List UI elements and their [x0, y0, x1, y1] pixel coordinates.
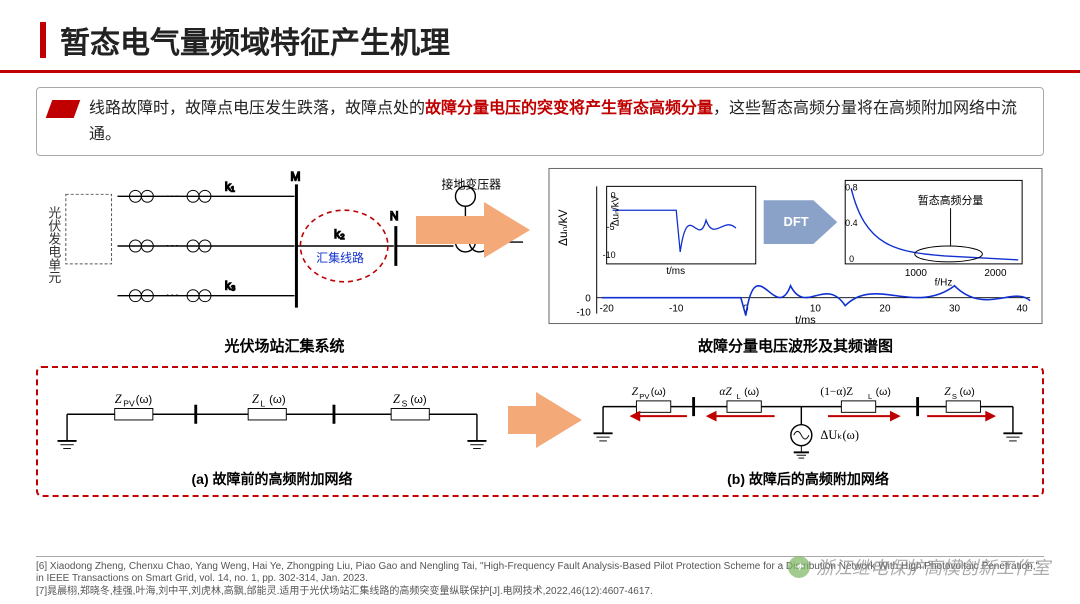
fig-right-caption: 故障分量电压波形及其频谱图	[547, 335, 1044, 356]
svg-text:-10: -10	[576, 308, 591, 319]
svg-text:0: 0	[849, 254, 854, 264]
network-right: ZPV(ω) αZL(ω) (1−α)ZL(ω) ZS(ω) ΔUₖ(ω)	[584, 376, 1032, 489]
desc-emph: 故障分量电压的突变将产生暂态高频分量	[425, 100, 713, 117]
svg-text:⋯: ⋯	[165, 187, 179, 203]
svg-text:0.8: 0.8	[845, 183, 857, 193]
svg-text:(ω): (ω)	[651, 387, 666, 398]
svg-text:Δuₙ/kV: Δuₙ/kV	[611, 195, 622, 226]
figure-right: Δuₙ/kV 0 -10 -20-100 10203040 t/ms 0-5-1…	[547, 166, 1044, 356]
svg-text:k₂: k₂	[334, 227, 345, 241]
pv-system-diagram: 光伏发电单元 k₁ k₃ M k₂ N	[36, 166, 533, 326]
svg-text:(ω): (ω)	[744, 387, 759, 398]
page-title: 暂态电气量频域特征产生机理	[60, 18, 450, 62]
svg-text:-20: -20	[599, 304, 614, 315]
svg-text:N: N	[390, 209, 399, 223]
fig-left-caption: 光伏场站汇集系统	[36, 335, 533, 356]
svg-text:S: S	[402, 399, 408, 409]
net-b-caption: (b) 故障后的高频附加网络	[584, 469, 1032, 489]
ref-7: [7]晁晨栩,郑晓冬,桂强,叶海,刘中平,刘虎林,高飘,邰能灵.适用于光伏场站汇…	[36, 586, 1044, 599]
svg-text:2000: 2000	[984, 268, 1007, 279]
svg-text:30: 30	[949, 304, 961, 315]
networks-arrow	[510, 376, 570, 489]
svg-text:k₁: k₁	[225, 180, 235, 194]
svg-text:1000: 1000	[905, 268, 928, 279]
svg-text:L: L	[737, 392, 741, 401]
arrow-head-1	[484, 202, 530, 258]
title-bar: 暂态电气量频域特征产生机理	[0, 0, 1080, 73]
svg-text:S: S	[952, 392, 957, 401]
svg-text:L: L	[261, 399, 266, 409]
inset2-xlabel: f/Hz	[935, 278, 953, 289]
figures-row: 光伏发电单元 k₁ k₃ M k₂ N	[0, 166, 1080, 356]
svg-text:(ω): (ω)	[269, 394, 286, 406]
svg-text:20: 20	[879, 304, 891, 315]
svg-text:⋯: ⋯	[165, 237, 179, 253]
watermark-text: 浙江继电保护高模创新工作室	[816, 554, 1050, 580]
desc-pre: 线路故障时，故障点电压发生跌落，故障点处的	[89, 100, 425, 117]
svg-text:0: 0	[585, 294, 591, 305]
networks-panel: ZPV(ω) ZL(ω) ZS(ω) (a) 故障前的高频附加网络 ZPV(ω)…	[36, 366, 1044, 497]
x-label: t/ms	[795, 315, 816, 326]
svg-text:Z: Z	[393, 392, 400, 406]
hf-note: 暂态高频分量	[918, 193, 984, 207]
svg-text:Z: Z	[632, 386, 639, 398]
highlight-label: 汇集线路	[316, 251, 364, 265]
svg-text:Z: Z	[115, 392, 122, 406]
svg-text:-10: -10	[669, 304, 684, 315]
net-b-diagram: ZPV(ω) αZL(ω) (1−α)ZL(ω) ZS(ω) ΔUₖ(ω)	[584, 376, 1032, 462]
svg-text:PV: PV	[639, 392, 650, 401]
svg-text:k₃: k₃	[225, 279, 236, 293]
network-left: ZPV(ω) ZL(ω) ZS(ω) (a) 故障前的高频附加网络	[48, 376, 496, 489]
svg-text:L: L	[868, 392, 872, 401]
svg-text:(ω): (ω)	[876, 387, 891, 398]
svg-text:Z: Z	[252, 392, 259, 406]
svg-text:(ω): (ω)	[410, 394, 427, 406]
wechat-icon: ✦	[788, 556, 810, 578]
svg-text:t/ms: t/ms	[666, 266, 685, 277]
svg-text:(ω): (ω)	[960, 387, 975, 398]
svg-text:10: 10	[810, 304, 822, 315]
svg-text:0.4: 0.4	[845, 218, 857, 228]
arrow-stem-1	[416, 216, 486, 244]
watermark: ✦ 浙江继电保护高模创新工作室	[788, 554, 1050, 580]
svg-text:Z: Z	[944, 386, 951, 398]
fault-source-label: ΔUₖ(ω)	[820, 428, 859, 442]
figure-left: 光伏发电单元 k₁ k₃ M k₂ N	[36, 166, 533, 356]
waveform-spectrum: Δuₙ/kV 0 -10 -20-100 10203040 t/ms 0-5-1…	[547, 166, 1044, 326]
right-label: 接地变压器	[442, 178, 502, 192]
description-box: 线路故障时，故障点电压发生跌落，故障点处的故障分量电压的突变将产生暂态高频分量，…	[36, 87, 1044, 156]
net-a-caption: (a) 故障前的高频附加网络	[48, 469, 496, 489]
desc-marker	[46, 100, 81, 118]
dft-label: DFT	[784, 214, 809, 229]
svg-text:(ω): (ω)	[136, 394, 153, 406]
title-accent	[40, 22, 46, 58]
svg-text:αZ: αZ	[719, 386, 732, 398]
svg-text:-10: -10	[603, 250, 616, 260]
net-a-diagram: ZPV(ω) ZL(ω) ZS(ω)	[48, 376, 496, 462]
svg-text:PV: PV	[123, 399, 135, 409]
svg-text:(1−α)Z: (1−α)Z	[820, 386, 853, 398]
svg-text:40: 40	[1017, 304, 1029, 315]
svg-text:M: M	[290, 170, 300, 184]
svg-text:Δuₙ/kV: Δuₙ/kV	[556, 210, 570, 247]
pv-unit-label: 光伏发电单元	[46, 206, 61, 285]
svg-text:⋯: ⋯	[165, 287, 179, 303]
